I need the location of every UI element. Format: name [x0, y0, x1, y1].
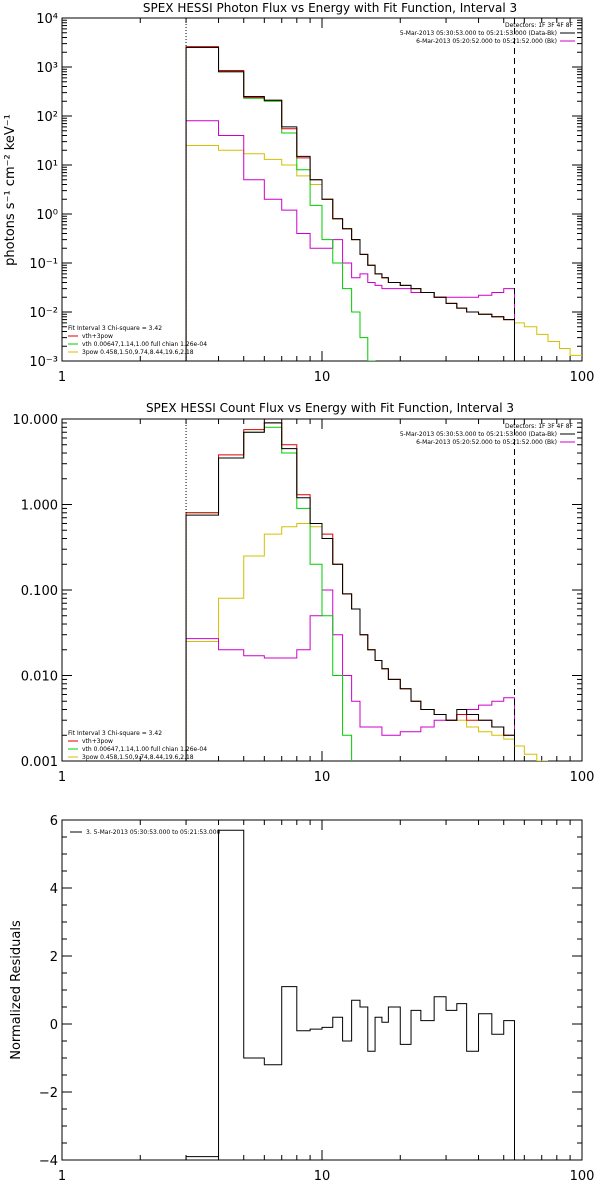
legend-label-vth-3pow: vth+3pow: [82, 333, 113, 340]
series-group: [185, 829, 515, 1160]
x-tick-label: 1: [58, 770, 66, 785]
series-group: [185, 422, 548, 761]
y-tick-label: 10¹: [36, 159, 58, 174]
x-tick-label: 10: [314, 770, 331, 785]
series-vth-3pow: [185, 46, 515, 361]
residuals-panel: −4 −2 0 2 4 6 1 10 100 Normalized Residuals 3. …: [9, 814, 594, 1184]
header-box: Detectors: 1F 3F 4F 8F 5-Mar-2013 05:30:…: [400, 22, 575, 45]
x-axis: 1 10 100: [58, 820, 595, 1184]
y-axis: 0.001 0.010 0.100 1.000 10.000: [13, 413, 582, 770]
photon-flux-panel: SPEX HESSI Photon Flux vs Energy with Fi…: [3, 1, 595, 385]
legend-title: Fit Interval 3 Chi-square = 3.42: [68, 730, 162, 737]
legend-label-vth: vth 0.00647,1.14,1.00 full chian 1.26e-0…: [82, 341, 207, 348]
y-tick-label: 10²: [36, 110, 58, 125]
detectors-label: Detectors: 1F 3F 4F 8F: [505, 423, 574, 430]
legend-label-3pow: 3pow 0.458,1.50,9.74,8.44,19.6,2.18: [82, 754, 194, 761]
x-tick-label: 10: [314, 370, 331, 385]
y-tick-label: 10.000: [13, 413, 59, 428]
y-tick-label: 0.100: [21, 584, 58, 599]
series-3pow-extension: [514, 745, 548, 761]
x-tick-label: 100: [570, 370, 595, 385]
detectors-label: Detectors: 1F 3F 4F 8F: [505, 22, 574, 29]
count-flux-panel: SPEX HESSI Count Flux vs Energy with Fit…: [13, 401, 595, 785]
series-3pow: [185, 145, 515, 361]
data-interval-label: 5-Mar-2013 05:30:53.000 to 05:21:53.000 …: [400, 30, 557, 37]
x-tick-label: 1: [58, 370, 66, 385]
y-axis-label: photons s⁻¹ cm⁻² keV⁻¹: [3, 114, 18, 266]
y-axis-label: Normalized Residuals: [9, 920, 24, 1060]
series-vth: [185, 426, 353, 761]
series-background: [185, 589, 515, 761]
legend-label-3pow: 3pow 0.458,1.50,9.74,8.44,19.6,2.18: [82, 349, 194, 356]
legend-title: Fit Interval 3 Chi-square = 3.42: [68, 325, 162, 332]
y-tick-label: 10⁻¹: [29, 257, 58, 272]
x-axis: 1 10 100: [58, 419, 595, 785]
series-vth-3pow: [185, 422, 515, 761]
x-tick-label: 10: [314, 1169, 331, 1184]
legend-label-residuals: 3. 5-Mar-2013 05:30:53.000 to 05:21:53.0…: [86, 829, 221, 836]
series-data: [185, 422, 515, 761]
x-tick-label: 1: [58, 1169, 66, 1184]
data-interval-label: 5-Mar-2013 05:30:53.000 to 05:21:53.000 …: [400, 431, 557, 438]
y-tick-label: 0.010: [21, 670, 58, 685]
y-tick-label: 6: [50, 814, 58, 829]
y-tick-label: 10⁻²: [29, 306, 58, 321]
y-tick-label: −2: [39, 1086, 58, 1101]
series-background: [185, 120, 515, 361]
legend: 3. 5-Mar-2013 05:30:53.000 to 05:21:53.0…: [70, 829, 221, 836]
series-data: [185, 47, 515, 361]
x-axis: 1 10 100: [58, 18, 595, 385]
y-tick-label: 10⁰: [36, 208, 58, 223]
legend: Fit Interval 3 Chi-square = 3.42 vth+3po…: [68, 325, 207, 356]
chart-title: SPEX HESSI Photon Flux vs Energy with Fi…: [143, 1, 517, 15]
series-3pow: [185, 522, 515, 761]
y-tick-label: 1.000: [21, 499, 58, 514]
y-tick-label: 10³: [36, 61, 58, 76]
y-tick-label: 4: [50, 882, 58, 897]
legend: Fit Interval 3 Chi-square = 3.42 vth+3po…: [68, 730, 207, 761]
legend-label-vth-3pow: vth+3pow: [82, 738, 113, 745]
x-tick-label: 100: [570, 1169, 595, 1184]
legend-label-vth: vth 0.00647,1.14,1.00 full chian 1.26e-0…: [82, 746, 207, 753]
bk-interval-label: 6-Mar-2013 05:20:52.000 to 05:21:52.000 …: [416, 439, 557, 446]
series-group: [185, 46, 582, 361]
series-vth: [185, 47, 376, 361]
x-tick-label: 100: [570, 770, 595, 785]
y-axis: 10⁻³ 10⁻² 10⁻¹ 10⁰ 10¹ 10² 10³ 10⁴: [29, 12, 582, 370]
header-box: Detectors: 1F 3F 4F 8F 5-Mar-2013 05:30:…: [400, 423, 575, 446]
series-3pow-extension: [514, 322, 582, 356]
series-residuals: [185, 829, 515, 1160]
y-axis: −4 −2 0 2 4 6: [39, 814, 582, 1169]
y-tick-label: 10⁻³: [29, 355, 58, 370]
chart-title: SPEX HESSI Count Flux vs Energy with Fit…: [146, 401, 514, 415]
plot-frame: [61, 819, 583, 1161]
y-tick-label: 0: [50, 1018, 58, 1033]
bk-interval-label: 6-Mar-2013 05:20:52.000 to 05:21:52.000 …: [416, 38, 557, 45]
y-tick-label: 0.001: [21, 755, 58, 770]
y-tick-label: −4: [39, 1154, 58, 1169]
y-tick-label: 2: [50, 950, 58, 965]
y-tick-label: 10⁴: [36, 12, 58, 27]
